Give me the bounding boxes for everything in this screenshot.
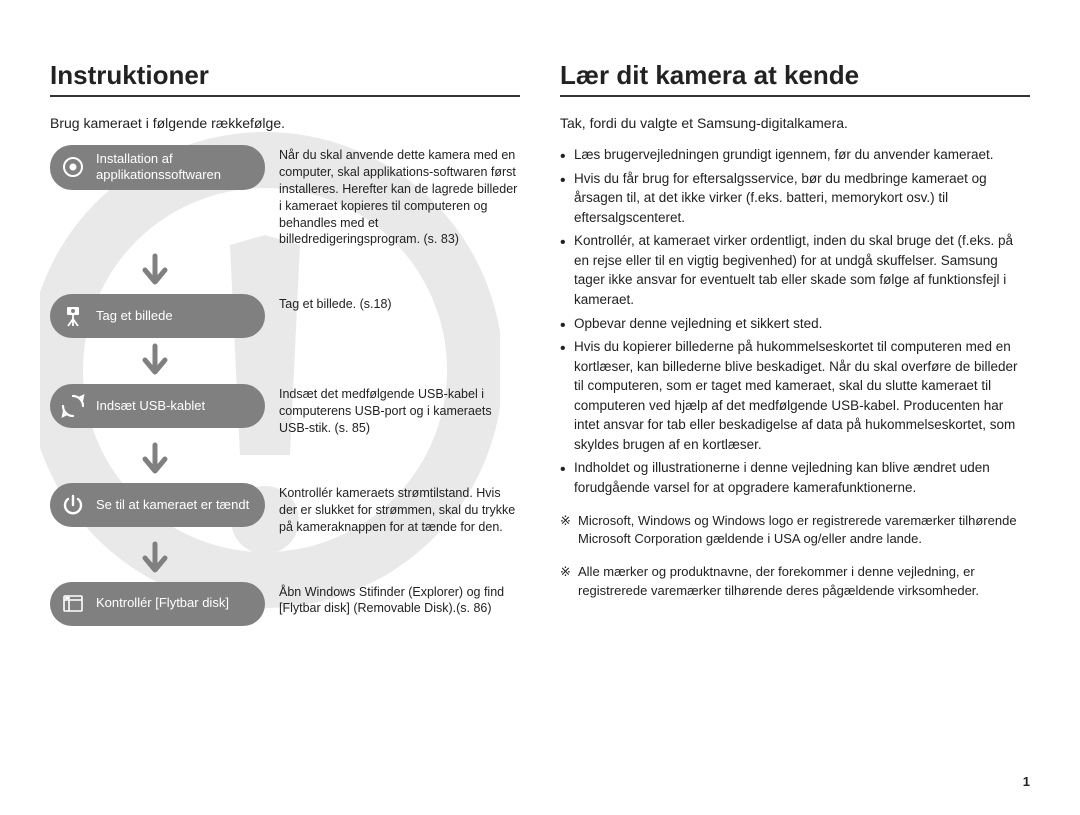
step-label: Kontrollér [Flytbar disk] <box>96 595 229 611</box>
step-desc: Tag et billede. (s.18) <box>279 294 392 313</box>
trademark-note: Microsoft, Windows og Windows logo er re… <box>560 512 1030 550</box>
step-row: Indsæt USB-kablet Indsæt det medfølgende… <box>50 384 520 437</box>
step-pill-power: Se til at kameraet er tændt <box>50 483 265 527</box>
right-column: Lær dit kamera at kende Tak, fordi du va… <box>560 60 1030 775</box>
bullet-item: Indholdet og illustrationerne i denne ve… <box>560 458 1030 497</box>
step-pill-usb: Indsæt USB-kablet <box>50 384 265 428</box>
right-heading: Lær dit kamera at kende <box>560 60 1030 97</box>
step-desc: Åbn Windows Stifinder (Explorer) og find… <box>279 582 520 618</box>
bullet-item: Hvis du får brug for eftersalgsservice, … <box>560 169 1030 228</box>
down-arrow-icon <box>50 338 265 384</box>
step-label: Tag et billede <box>96 308 173 324</box>
step-row: Se til at kameraet er tændt Kontrollér k… <box>50 483 520 536</box>
down-arrow-icon <box>50 437 265 483</box>
step-label: Installation af applikationssoftwaren <box>96 151 251 184</box>
step-row: Tag et billede Tag et billede. (s.18) <box>50 294 520 338</box>
bullet-list: Læs brugervejledningen grundigt igennem,… <box>560 145 1030 498</box>
step-pill-explorer: Kontrollér [Flytbar disk] <box>50 582 265 626</box>
step-pill-shoot: Tag et billede <box>50 294 265 338</box>
usb-arrows-icon <box>60 393 86 419</box>
bullet-item: Opbevar denne vejledning et sikkert sted… <box>560 314 1030 334</box>
right-intro: Tak, fordi du valgte et Samsung-digitalk… <box>560 115 1030 131</box>
step-pill-install: Installation af applikationssoftwaren <box>50 145 265 190</box>
page-number: 1 <box>1023 774 1030 789</box>
bullet-item: Hvis du kopierer billederne på hukommels… <box>560 337 1030 454</box>
step-desc: Indsæt det medfølgende USB-kabel i compu… <box>279 384 520 437</box>
trademark-note: Alle mærker og produktnavne, der forekom… <box>560 563 1030 601</box>
left-column: Instruktioner Brug kameraet i følgende r… <box>50 60 520 775</box>
down-arrow-icon <box>50 248 265 294</box>
step-desc: Kontrollér kameraets strømtilstand. Hvis… <box>279 483 520 536</box>
step-row: Kontrollér [Flytbar disk] Åbn Windows St… <box>50 582 520 626</box>
window-icon <box>60 591 86 617</box>
step-desc: Når du skal anvende dette kamera med en … <box>279 145 520 248</box>
step-row: Installation af applikationssoftwaren Nå… <box>50 145 520 248</box>
steps-container: Installation af applikationssoftwaren Nå… <box>50 145 520 626</box>
step-label: Se til at kameraet er tændt <box>96 497 249 513</box>
disc-icon <box>60 154 86 180</box>
bullet-item: Kontrollér, at kameraet virker ordentlig… <box>560 231 1030 309</box>
left-heading: Instruktioner <box>50 60 520 97</box>
power-icon <box>60 492 86 518</box>
step-label: Indsæt USB-kablet <box>96 398 205 414</box>
down-arrow-icon <box>50 536 265 582</box>
camera-tripod-icon <box>60 303 86 329</box>
bullet-item: Læs brugervejledningen grundigt igennem,… <box>560 145 1030 165</box>
page-columns: Instruktioner Brug kameraet i følgende r… <box>50 60 1030 775</box>
